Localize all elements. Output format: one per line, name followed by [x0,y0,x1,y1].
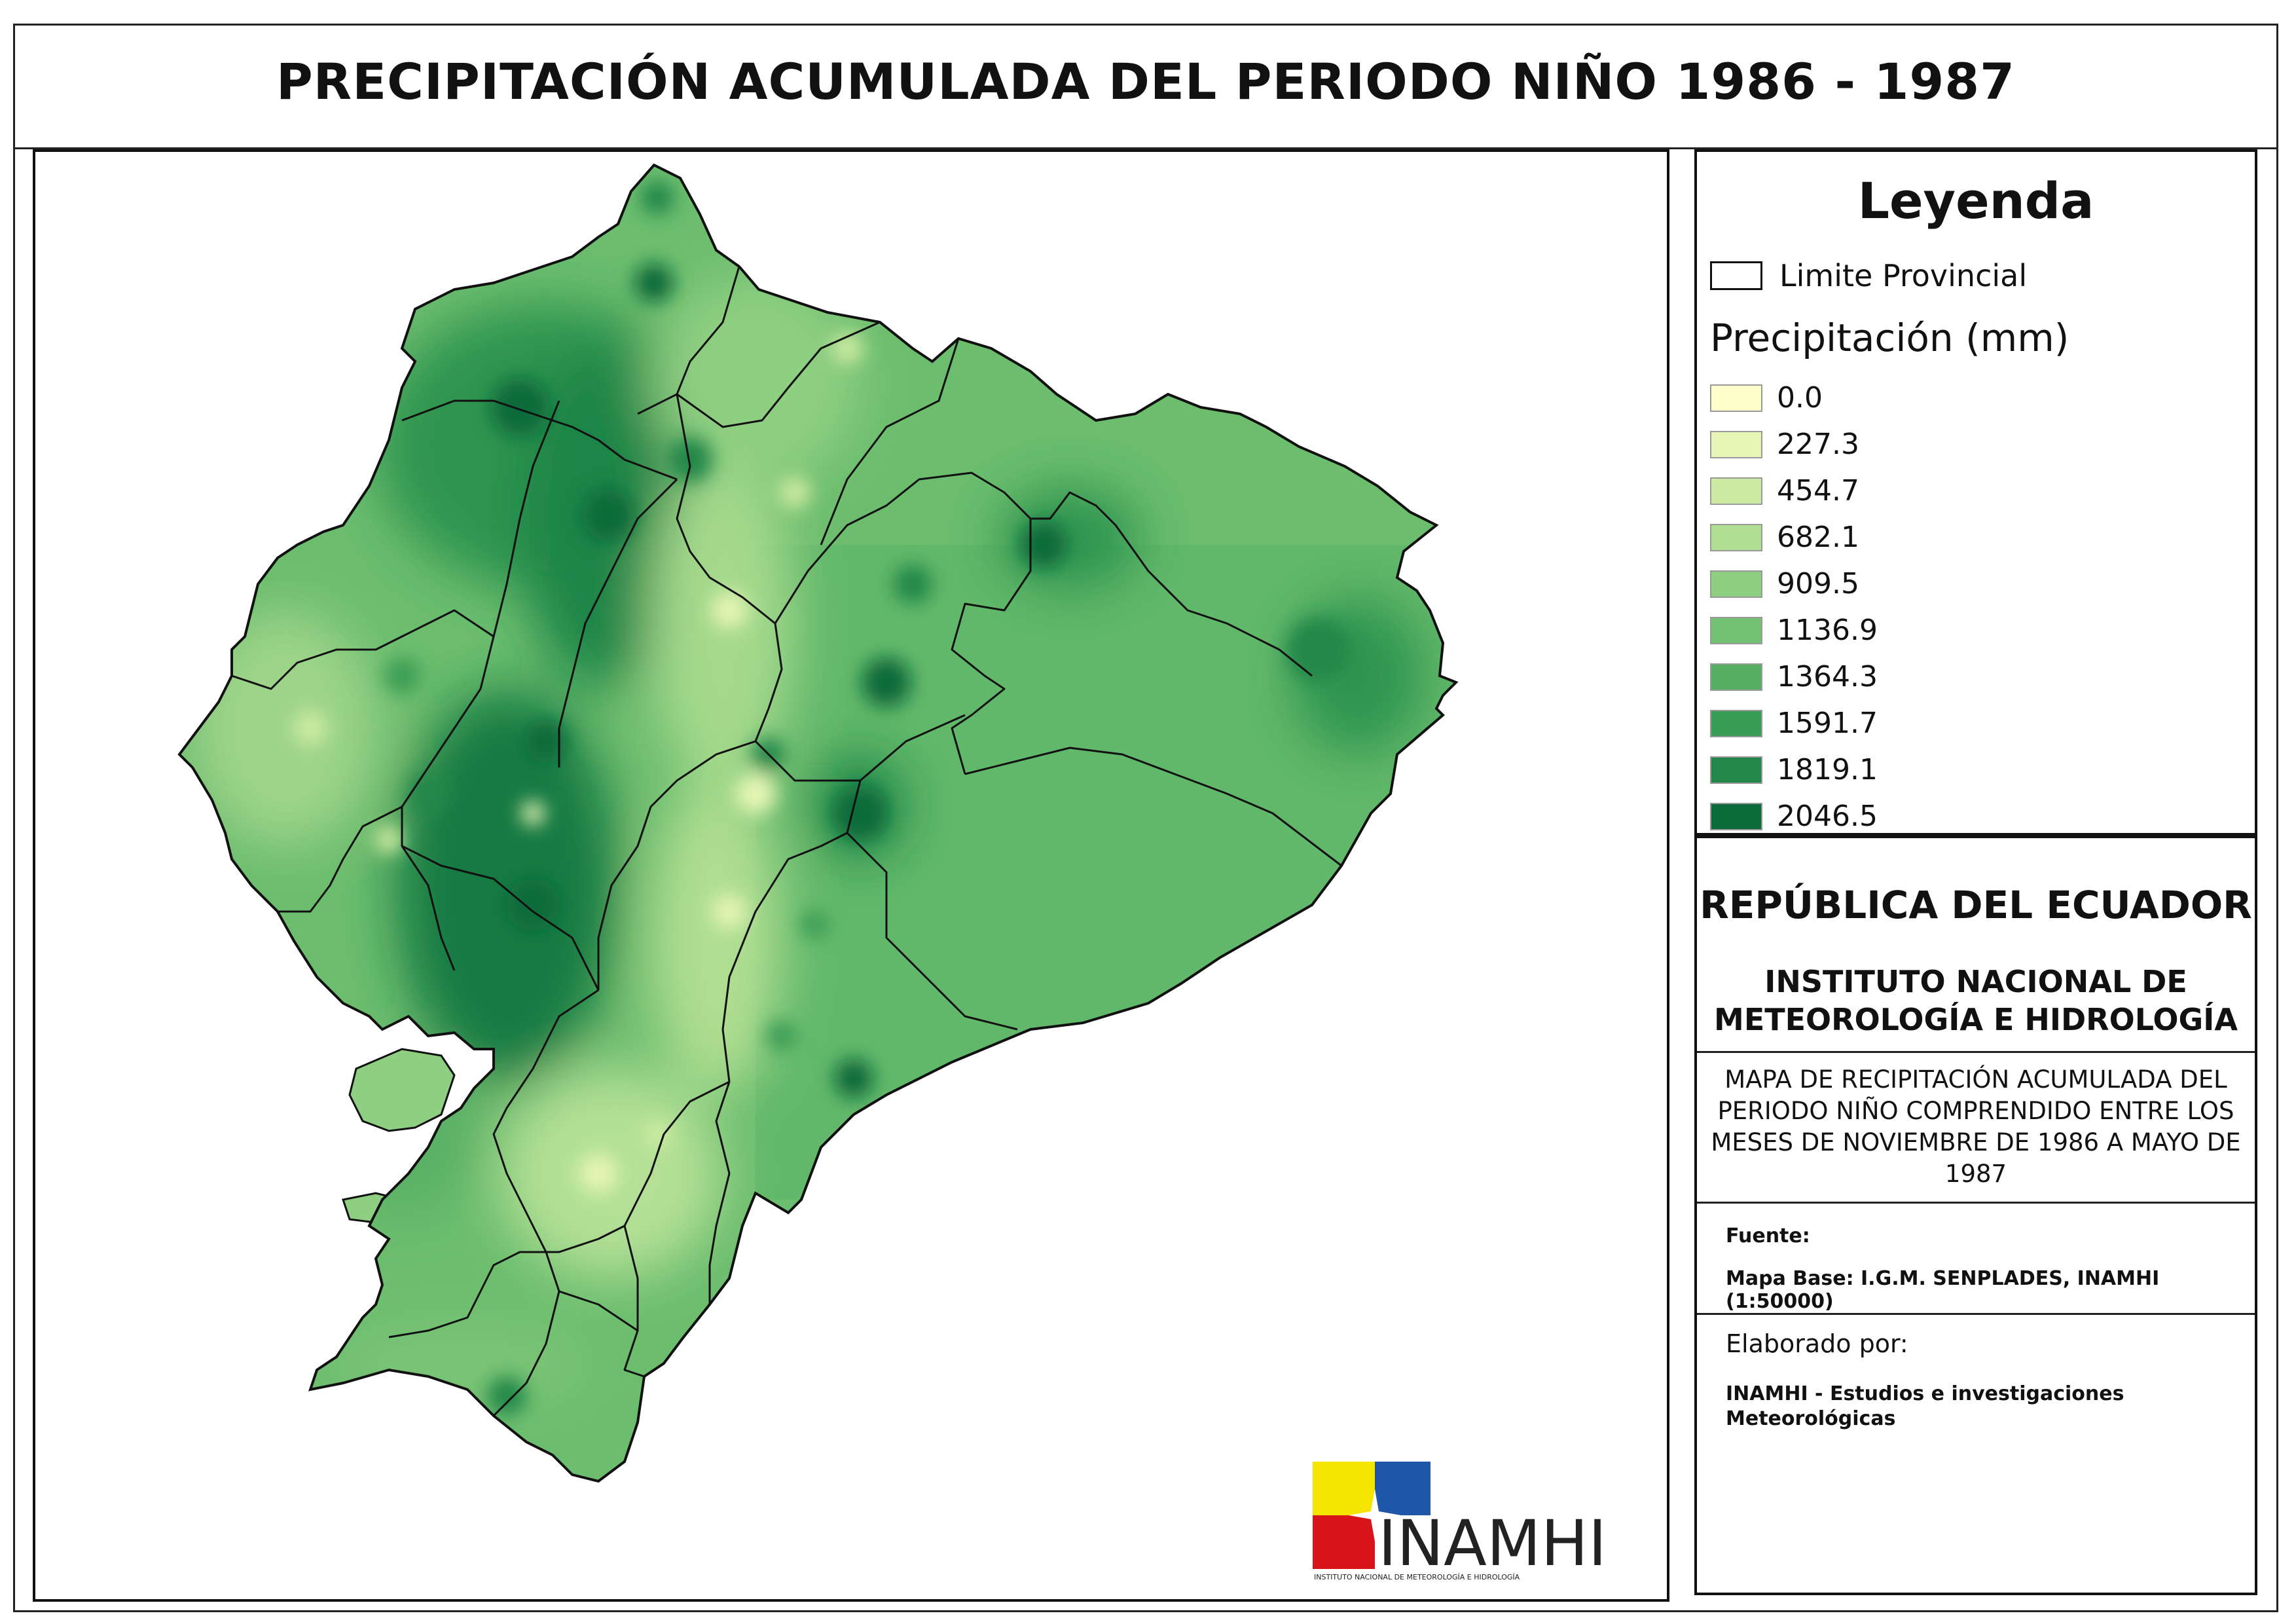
provincial-swatch [1710,261,1762,290]
legend-panel: Leyenda Limite Provincial Precipitación … [1694,149,2257,836]
legend-swatch [1710,523,1762,551]
legend-swatch [1710,709,1762,737]
made-by-credits: INAMHI - Estudios e investigaciones Mete… [1726,1382,2223,1431]
provincial-label: Limite Provincial [1779,258,2028,293]
logo-star-icon [1349,1489,1401,1541]
info-divider [1697,1051,2255,1053]
legend-class-label: 454.7 [1777,474,1859,507]
legend-title: Leyenda [1857,172,2094,230]
legend-swatch [1710,802,1762,830]
legend-class-label: 909.5 [1777,567,1859,600]
institute-line-2: METEOROLOGÍA E HIDROLOGÍA [1714,1002,2238,1037]
logo-text: INAMHI [1378,1507,1607,1580]
source-label: Fuente: [1726,1225,1810,1247]
description-line: MESES DE NOVIEMBRE DE 1986 A MAYO DE [1711,1128,2241,1156]
legend-swatch [1710,477,1762,505]
institute-line-1: INSTITUTO NACIONAL DE [1764,964,2187,999]
map-frame [33,149,1669,1602]
title-divider [13,147,2278,149]
legend-class: 1136.9 [1710,607,1878,654]
legend-class: 1364.3 [1710,654,1878,700]
legend-class-label: 227.3 [1777,428,1859,461]
legend-swatch [1710,616,1762,644]
legend-swatch [1710,430,1762,458]
inamhi-logo: INAMHI INSTITUTO NACIONAL DE METEOROLOGÍ… [1313,1462,1607,1581]
legend-swatch [1710,570,1762,598]
legend-subtitle: Precipitación (mm) [1710,316,2069,360]
info-divider [1697,1313,2255,1315]
puna-island [348,1048,456,1132]
institute-name: INSTITUTO NACIONAL DE METEOROLOGÍA E HID… [1697,963,2255,1039]
legend-class-label: 682.1 [1777,521,1859,554]
description-line: MAPA DE RECIPITACIÓN ACUMULADA DEL [1724,1065,2227,1094]
legend-class: 454.7 [1710,468,1878,514]
precipitation-map [178,164,1457,1483]
legend-class: 227.3 [1710,421,1878,468]
legend-provincial-entry: Limite Provincial [1710,258,2027,293]
logo-red-block [1313,1515,1375,1569]
legend-class-label: 1591.7 [1777,707,1878,740]
map-title: PRECIPITACIÓN ACUMULADA DEL PERIODO NIÑO… [276,52,2016,111]
legend-class-label: 0.0 [1777,381,1823,415]
info-divider [1697,1202,2255,1204]
logo-blue-block [1375,1462,1430,1515]
legend-class-label: 1364.3 [1777,660,1878,693]
legend-class: 682.1 [1710,514,1878,561]
provincial-boundaries [231,266,1342,1417]
info-panel: REPÚBLICA DEL ECUADOR INSTITUTO NACIONAL… [1694,836,2257,1595]
legend-class: 0.0 [1710,375,1878,421]
legend-swatch [1710,756,1762,784]
legend-swatch [1710,384,1762,412]
legend-class-label: 1136.9 [1777,614,1878,647]
made-by-label: Elaborado por: [1726,1329,1908,1358]
logo-tagline: INSTITUTO NACIONAL DE METEOROLOGÍA E HID… [1314,1573,1520,1581]
logo-yellow-block [1313,1462,1375,1515]
page-frame [13,24,2278,1612]
republic-label: REPÚBLICA DEL ECUADOR [1700,883,2252,927]
description-line: PERIODO NIÑO COMPRENDIDO ENTRE LOS [1717,1097,2234,1125]
credits-line: Meteorológicas [1726,1407,1896,1430]
legend-class: 909.5 [1710,561,1878,607]
legend-swatch [1710,663,1762,691]
legend-class: 1819.1 [1710,747,1878,793]
legend-class-label: 1819.1 [1777,753,1878,786]
legend-class: 2046.5 [1710,793,1878,840]
legend-classes: 0.0 227.3 454.7 682.1 909.5 1136.9 1364.3 1591.… [1710,375,1878,840]
map-description: MAPA DE RECIPITACIÓN ACUMULADA DEL PERIO… [1697,1064,2255,1190]
description-line: 1987 [1944,1160,2007,1188]
credits-line: INAMHI - Estudios e investigaciones [1726,1382,2124,1405]
legend-class-label: 2046.5 [1777,800,1878,833]
base-map-source: Mapa Base: I.G.M. SENPLADES, INAMHI (1:5… [1726,1267,2160,1313]
legend-class: 1591.7 [1710,700,1878,747]
